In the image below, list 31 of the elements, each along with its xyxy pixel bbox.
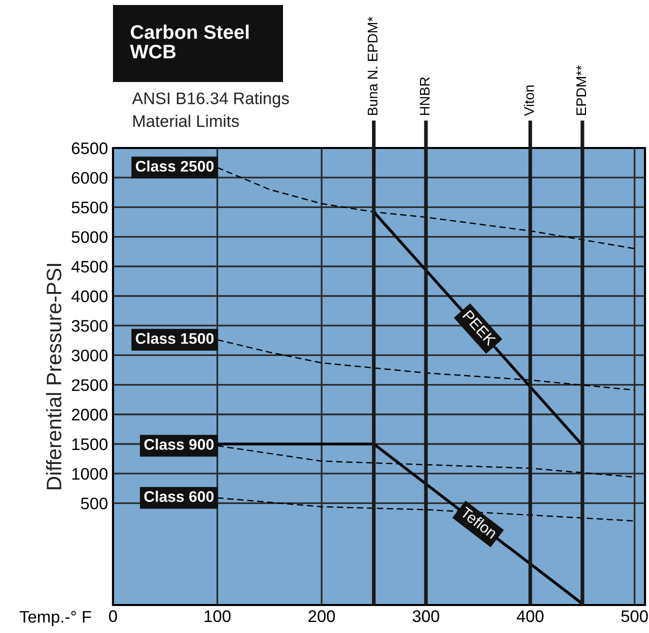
ref-line-label: EPDM** [576,65,586,115]
y-tick-label: 1500 [72,438,108,450]
x-tick-label: 400 [516,610,544,622]
y-tick-label: 5000 [72,231,108,243]
y-axis-title: Differential Pressure-PSI [46,264,62,490]
x-tick-label: 300 [412,610,440,622]
series-label: Class 900 [144,438,214,450]
ref-line-label: Viton [524,86,534,116]
x-tick-label: 0 [109,610,117,622]
y-tick-label: 6500 [72,142,108,154]
series-label: Class 2500 [136,160,214,172]
y-tick-label: 2500 [72,379,108,391]
x-tick-label: 100 [204,610,231,622]
y-tick-label: 5500 [72,202,108,214]
series-label: Class 600 [144,490,214,502]
y-tick-label: 4000 [71,290,108,302]
y-tick-label: 6000 [72,172,108,184]
chart-title: Carbon Steel WCB [130,24,249,58]
ref-line-label: Buna N. EPDM* [368,16,378,115]
x-axis-title: Temp.-° F [20,610,92,626]
x-tick-label: 200 [308,610,335,622]
y-tick-label: 3000 [72,350,108,362]
y-tick-label: 4500 [71,260,108,273]
y-tick-label: 500 [81,498,108,510]
ref-line-label: HNBR [420,77,430,115]
y-tick-label: 2000 [72,408,108,421]
y-tick-label: 1000 [72,468,108,480]
series-label: Class 1500 [136,332,214,344]
y-tick-label: 3500 [72,320,108,332]
x-tick-label: 500 [621,610,648,622]
chart-subtitle: ANSI B16.34 Ratings Material Limits [132,92,289,128]
